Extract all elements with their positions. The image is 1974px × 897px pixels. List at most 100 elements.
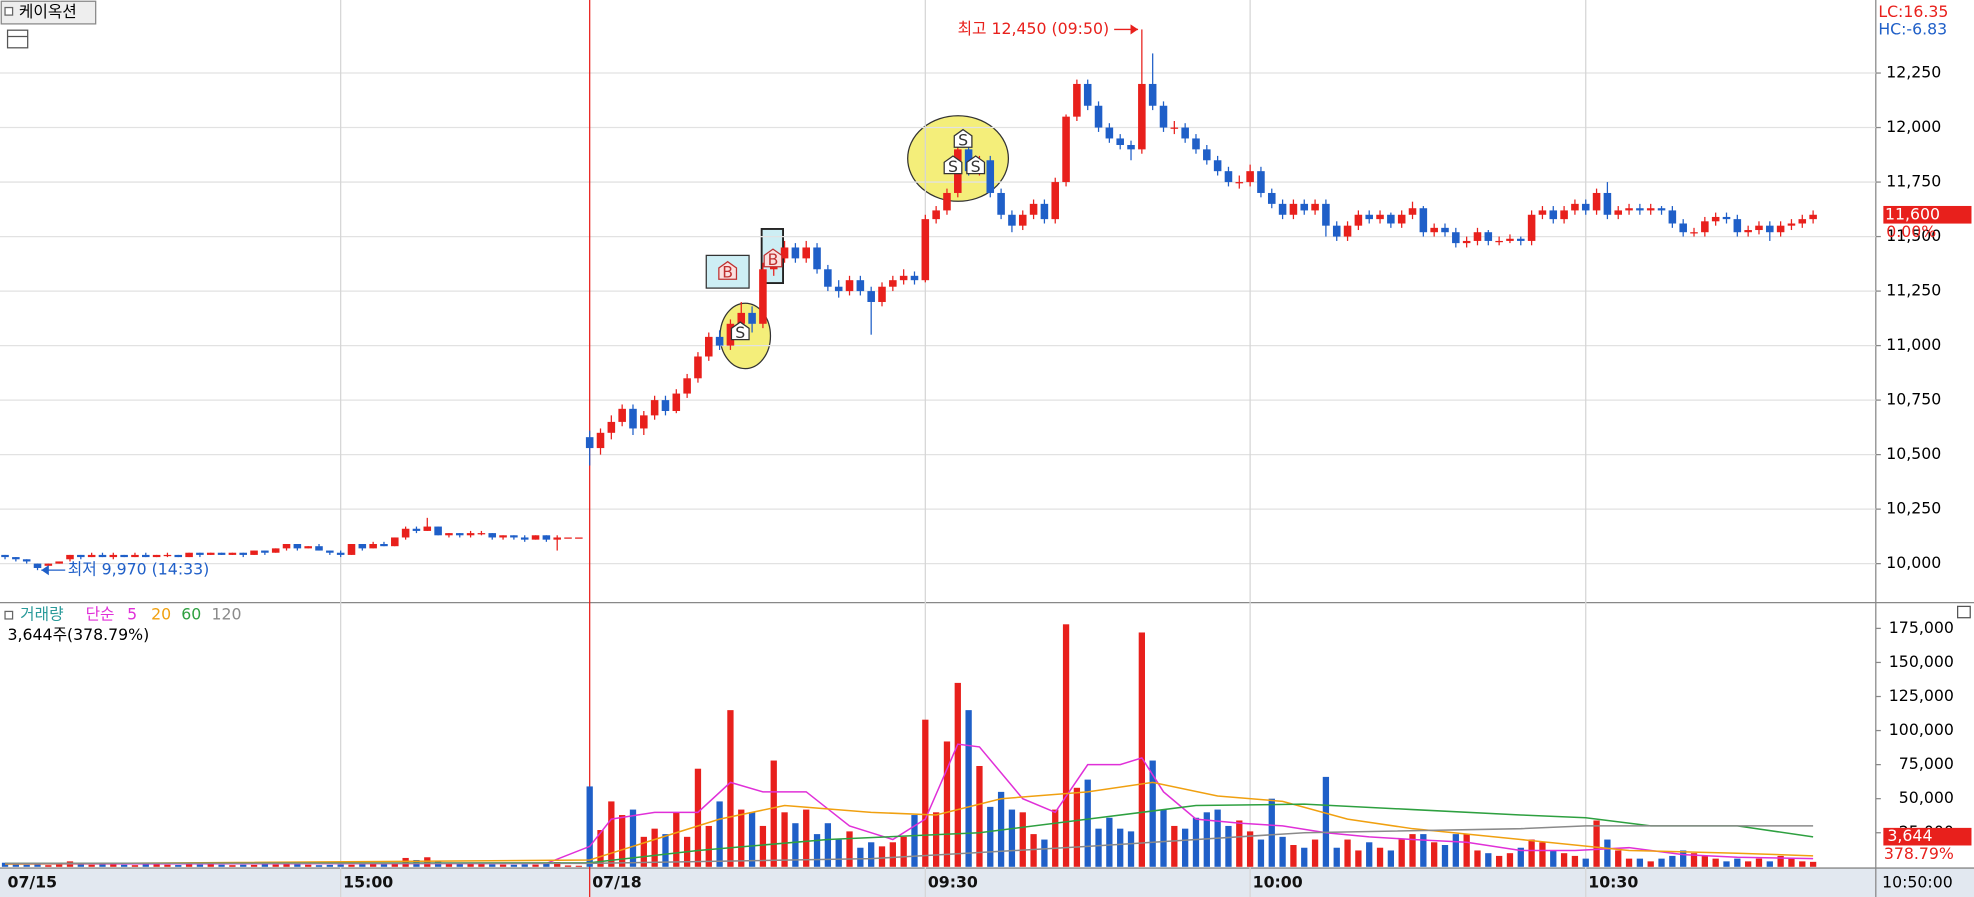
volume-bar: [424, 857, 431, 867]
volume-bar: [792, 823, 799, 867]
candle-body: [1495, 240, 1503, 243]
candle-body: [694, 356, 702, 379]
last-price-label: 11,600: [1885, 204, 1940, 223]
candle-body: [196, 552, 204, 555]
volume-bar: [1149, 760, 1156, 867]
volume-bar: [608, 801, 615, 867]
candle-body: [1636, 208, 1644, 211]
candle-body: [856, 280, 865, 292]
volume-bar: [1420, 834, 1427, 867]
volume-bar: [467, 863, 474, 867]
volume-bar: [1604, 839, 1611, 867]
annotation: 최저 9,970 (14:33): [68, 560, 210, 579]
volume-bar: [1041, 839, 1048, 867]
candle-body: [174, 554, 183, 558]
volume-bar: [456, 864, 463, 867]
candle-body: [899, 275, 908, 281]
close-button[interactable]: [1957, 605, 1971, 619]
candle-body: [477, 533, 486, 535]
volume-bar: [1528, 839, 1535, 867]
candle-body: [1397, 214, 1406, 224]
candle-body: [737, 312, 746, 324]
candle-body: [1354, 214, 1363, 226]
volume-bar: [662, 834, 669, 867]
volume-bar: [499, 864, 507, 867]
volume-bar: [510, 864, 518, 867]
candle-body: [1711, 216, 1720, 222]
volume-bar: [1593, 820, 1600, 867]
volume-bar: [1398, 839, 1405, 867]
y-tick-label: 12,000: [1886, 117, 1941, 136]
legend-icon: [4, 610, 14, 620]
candle-body: [1527, 214, 1536, 241]
candle-body: [1809, 214, 1817, 220]
candle-body: [304, 546, 312, 549]
volume-bar: [554, 862, 561, 867]
volume-bar: [12, 864, 20, 867]
y-tick-label: 10,000: [1886, 553, 1941, 572]
candle-body: [401, 528, 410, 538]
volume-bar: [781, 812, 788, 867]
lc-label: LC:16.35: [1878, 2, 1948, 21]
candle-body: [813, 247, 821, 270]
volume-bar: [1290, 845, 1297, 867]
volume-bar: [1755, 858, 1763, 867]
x-tick-label: 09:30: [928, 873, 978, 892]
candle-body: [997, 192, 1005, 215]
y-tick-label: 11,500: [1886, 226, 1941, 245]
volume-bar: [673, 812, 680, 867]
candle-body: [1744, 230, 1752, 233]
candle-body: [1138, 83, 1146, 150]
candle-body: [1387, 214, 1395, 224]
volume-bar: [185, 864, 193, 867]
volume-bar: [932, 812, 940, 867]
volume-bar: [250, 864, 258, 867]
candle-body: [1170, 127, 1179, 129]
sell-label: S: [971, 157, 981, 176]
candle-body: [1798, 219, 1807, 224]
volume-bar: [391, 862, 398, 867]
candle-body: [932, 210, 940, 220]
candle-body: [1581, 203, 1590, 211]
annotation-arrowhead: [41, 565, 49, 576]
volume-bar: [889, 842, 896, 867]
x-tick-label: 10:00: [1253, 873, 1303, 892]
volume-bar: [1625, 858, 1633, 867]
sell-marker: [953, 128, 973, 148]
volume-bar: [1160, 809, 1167, 867]
volume-bar: [1246, 831, 1254, 867]
volume-bar: [586, 786, 593, 867]
volume-bar: [1690, 853, 1698, 867]
candle-body: [1008, 214, 1016, 226]
candle-body: [629, 408, 637, 429]
candle-body: [142, 554, 150, 558]
candle-body: [1473, 232, 1482, 241]
volume-bar: [45, 865, 52, 867]
volume-bar: [1376, 847, 1384, 867]
candle-body: [1159, 105, 1168, 128]
y-tick-label: 75,000: [1899, 754, 1954, 773]
candle-body: [1278, 203, 1287, 215]
y-tick-label: 100,000: [1889, 720, 1954, 739]
candle-body: [1203, 149, 1211, 161]
candle-body: [445, 533, 453, 536]
volume-bar: [846, 831, 853, 867]
y-tick-label: 125,000: [1889, 686, 1954, 705]
candle-body: [650, 400, 659, 416]
candle-body: [1116, 138, 1124, 145]
volume-bar: [142, 864, 149, 867]
volume-bar: [770, 760, 777, 867]
candle-body: [131, 554, 139, 558]
candle-body: [1257, 171, 1265, 193]
candle-body: [585, 437, 594, 449]
volume-bar: [1106, 817, 1113, 867]
volume-bar: [857, 847, 864, 867]
candle-body: [1083, 83, 1092, 106]
candle-body: [531, 535, 540, 540]
candle-body: [889, 280, 897, 287]
candle-body: [434, 526, 442, 536]
overlay: B B S S S S: [718, 128, 986, 342]
hc-label: HC:-6.83: [1878, 20, 1947, 39]
sell-label: S: [948, 157, 958, 176]
calendar-icon[interactable]: [6, 29, 29, 49]
